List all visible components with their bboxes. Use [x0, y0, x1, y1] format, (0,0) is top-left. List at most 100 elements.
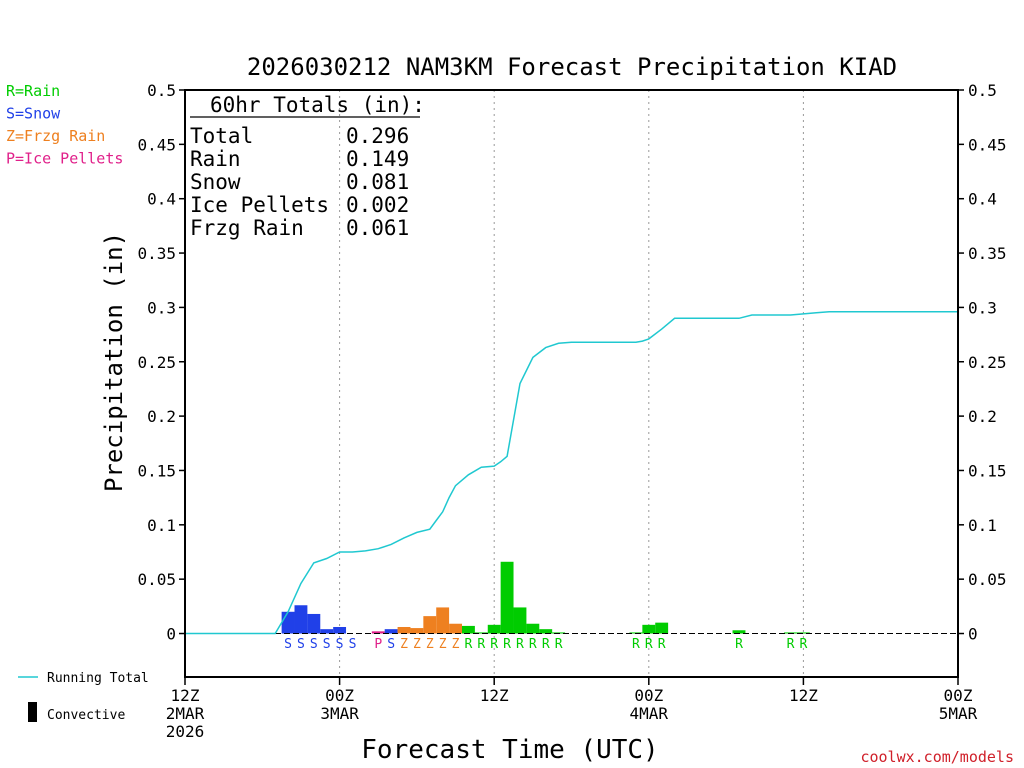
precip-type-label: Z — [452, 637, 460, 652]
y-tick-label: 0.2 — [147, 407, 176, 426]
precip-bar — [474, 632, 488, 634]
x-tick-label: 12Z — [480, 686, 509, 705]
y-tick-label-right: 0.35 — [968, 244, 1007, 263]
precip-type-label: S — [323, 637, 331, 652]
y-tick-label-right: 0.5 — [968, 81, 997, 100]
precip-type-label: R — [799, 637, 807, 652]
precip-bar — [320, 629, 334, 634]
y-tick-label-right: 0.4 — [968, 190, 997, 209]
x-tick-label: 3MAR — [320, 704, 359, 723]
y-tick-label-right: 0.2 — [968, 407, 997, 426]
precip-bars — [185, 561, 958, 635]
totals-row-label: Frzg Rain — [190, 216, 304, 240]
y-tick-label: 0.05 — [137, 570, 176, 589]
legend-s-label: S=Snow — [6, 105, 61, 123]
y-tick-label-right: 0.15 — [968, 461, 1007, 480]
y-tick-label: 0.5 — [147, 81, 176, 100]
precip-bar — [333, 626, 347, 634]
y-tick-label-right: 0 — [968, 625, 978, 644]
precip-bar — [410, 628, 424, 634]
totals-header: 60hr Totals (in): — [210, 93, 425, 117]
precip-bar — [642, 624, 656, 634]
precip-type-label: R — [632, 637, 640, 652]
totals-row-value: 0.002 — [346, 193, 409, 217]
y-tick-label: 0 — [166, 625, 176, 644]
running-total-line — [185, 311, 958, 635]
y-tick-label-right: 0.45 — [968, 135, 1007, 154]
running-total-layer — [185, 311, 958, 635]
precip-bar — [526, 623, 540, 634]
x-tick-label: 00Z — [634, 686, 663, 705]
precip-bar — [500, 561, 514, 634]
totals-box: 60hr Totals (in): Total 0.296 Rain 0.149 Snow… — [190, 93, 425, 240]
totals-row-label: Ice Pellets — [190, 193, 329, 217]
totals-row-value: 0.081 — [346, 170, 409, 194]
axes: 0 0 0.05 0.05 0.1 0.1 0.15 0.15 0.2 0.2 0.25 0.25 0.… — [137, 81, 1006, 741]
precip-bar — [539, 629, 553, 634]
precip-bar — [655, 622, 669, 634]
totals-row-value: 0.061 — [346, 216, 409, 240]
x-tick-label: 12Z — [171, 686, 200, 705]
y-tick-label: 0.3 — [147, 298, 176, 317]
precip-type-label: R — [735, 637, 743, 652]
x-tick-label: 00Z — [325, 686, 354, 705]
precip-type-label: S — [349, 637, 357, 652]
precip-type-label: R — [787, 637, 795, 652]
precip-bar — [371, 631, 385, 634]
y-tick-label-right: 0.3 — [968, 298, 997, 317]
y-tick-label-right: 0.25 — [968, 353, 1007, 372]
precip-type-label: R — [503, 637, 511, 652]
legend-z-label: Z=Frzg Rain — [6, 127, 105, 145]
x-tick-label: 5MAR — [939, 704, 978, 723]
plot-frame — [184, 89, 959, 678]
x-axis-label: Forecast Time (UTC) — [361, 735, 658, 765]
precip-bar — [461, 625, 475, 634]
precip-type-label: Z — [426, 637, 434, 652]
chart-title: 2026030212 NAM3KM Forecast Precipitation… — [247, 53, 897, 81]
precip-type-label: R — [542, 637, 550, 652]
precip-type-label: Z — [413, 637, 421, 652]
precip-bar — [449, 623, 462, 634]
x-tick-label: 00Z — [944, 686, 973, 705]
precip-bar — [436, 607, 450, 634]
precip-bar — [281, 611, 295, 634]
precip-type-label: S — [336, 637, 344, 652]
y-tick-label-right: 0.05 — [968, 570, 1007, 589]
precip-type-label: R — [490, 637, 498, 652]
precip-bar — [513, 607, 527, 634]
precip-type-label: R — [516, 637, 524, 652]
totals-row-value: 0.296 — [346, 124, 409, 148]
precip-type-label: S — [310, 637, 318, 652]
totals-row-label: Snow — [190, 170, 241, 194]
precip-bar — [784, 632, 797, 634]
precip-bar — [397, 626, 411, 634]
x-tick-label: 2026 — [166, 722, 205, 741]
precip-type-label: R — [555, 637, 563, 652]
precip-bar — [552, 632, 566, 634]
precip-type-label: Z — [439, 637, 447, 652]
totals-row-label: Total — [190, 124, 253, 148]
y-axis-label: Precipitation (in) — [100, 232, 128, 492]
precip-type-label: Z — [400, 637, 408, 652]
precip-bar — [732, 630, 746, 634]
precip-bar — [629, 632, 643, 634]
y-tick-label: 0.45 — [137, 135, 176, 154]
precip-type-label: S — [297, 637, 305, 652]
y-tick-label: 0.25 — [137, 353, 176, 372]
precip-type-label: S — [284, 637, 292, 652]
totals-row-value: 0.149 — [346, 147, 409, 171]
precip-bar — [487, 624, 501, 634]
precip-type-label: R — [658, 637, 666, 652]
chart-text: 2026030212 NAM3KM Forecast Precipitation… — [100, 53, 1014, 766]
precip-type-label: P — [374, 637, 382, 652]
y-tick-label-right: 0.1 — [968, 516, 997, 535]
y-tick-label: 0.15 — [137, 461, 176, 480]
legend: R=Rain S=Snow Z=Frzg Rain P=Ice Pellets Runn… — [6, 82, 149, 723]
legend-p-label: P=Ice Pellets — [6, 150, 123, 168]
x-tick-label: 2MAR — [166, 704, 205, 723]
y-tick-label: 0.35 — [137, 244, 176, 263]
precip-bar — [796, 632, 810, 634]
precip-bar — [307, 613, 321, 634]
